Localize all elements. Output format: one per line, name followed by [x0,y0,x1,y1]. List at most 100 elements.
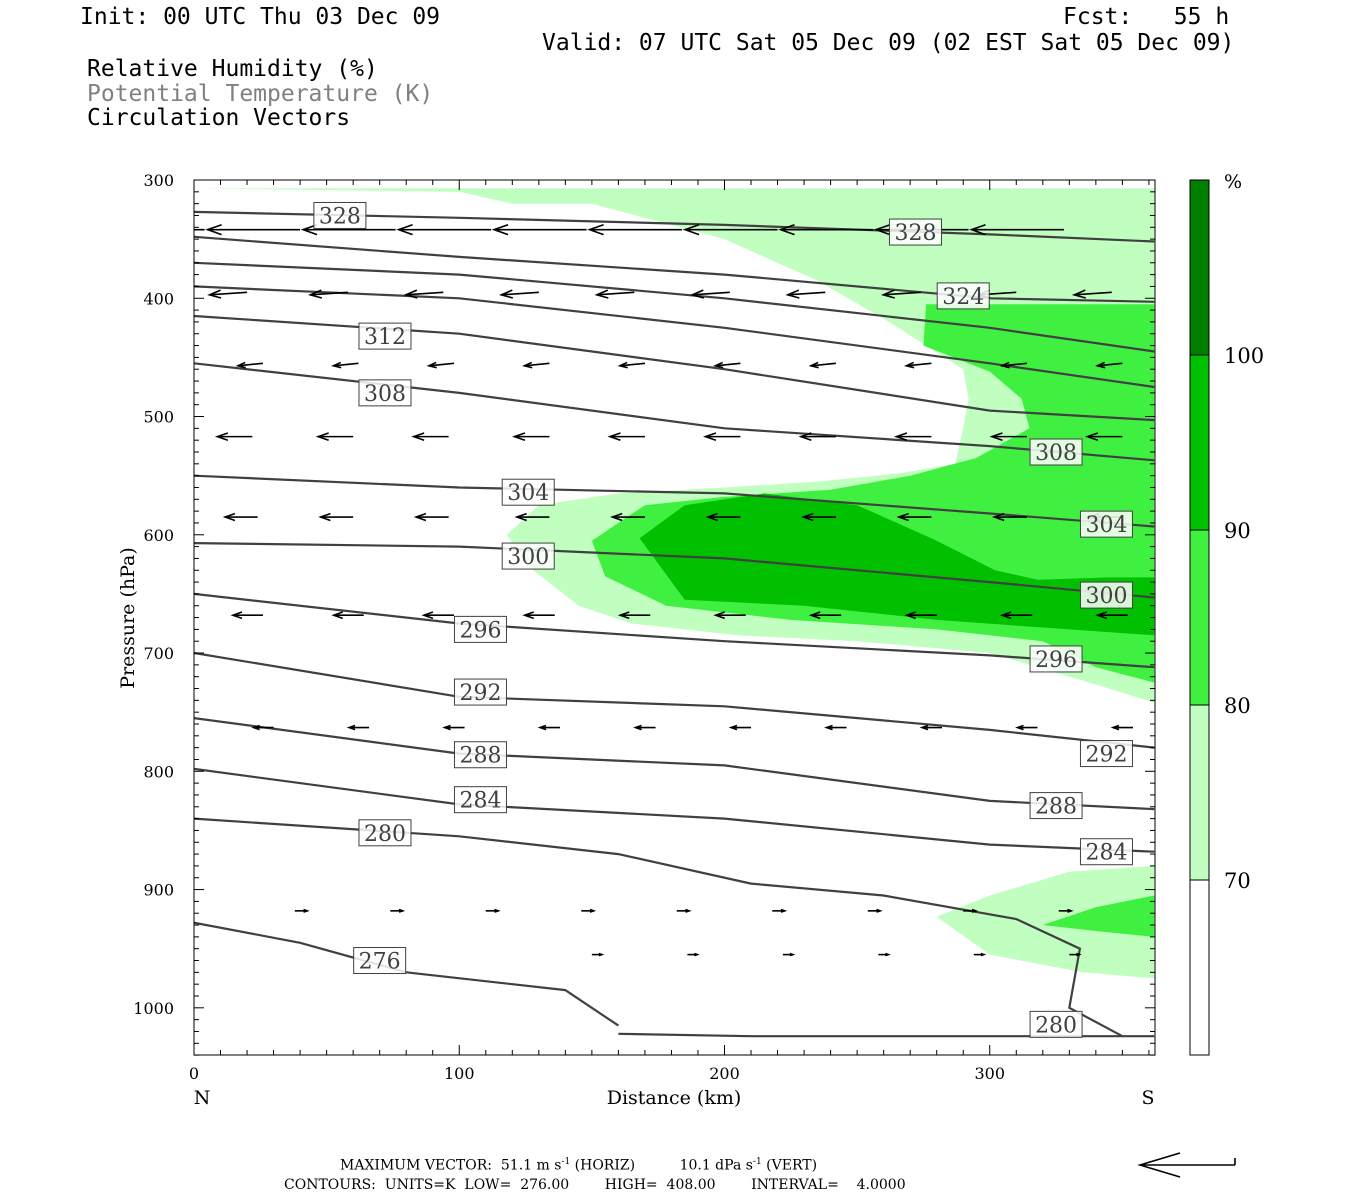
circulation-vector [893,432,932,442]
theta-contour-320 [194,261,1155,353]
contour-label-text: 292 [459,681,501,706]
circulation-vector [963,908,979,913]
y-axis-label: Pressure (hPa) [117,547,139,689]
circulation-vector [617,611,651,620]
colorbar-title: % [1224,171,1242,193]
circulation-vector [512,432,550,442]
circulation-vector [331,361,359,369]
colorbar-level-label: 80 [1224,694,1251,718]
reference-vector-arrow [1137,1152,1236,1178]
circulation-vector [824,724,847,731]
theta-contour-304 [194,474,1155,528]
circulation-vector [307,289,348,299]
circulation-vector-layer [194,224,1133,957]
x-tick-label: 300 [974,1064,1005,1083]
circulation-vector [1071,289,1112,299]
x-tick-label: 100 [444,1064,475,1083]
circulation-vector [713,611,746,620]
colorbar: 70 80 90 100 [1189,179,1264,1056]
circulation-vector [230,611,263,620]
contour-label: 284 [1079,838,1133,866]
contour-label-text: 284 [1085,841,1127,866]
contour-label-text: 296 [459,618,501,643]
rh-shading-layer [194,188,1155,979]
circulation-vector [782,952,796,957]
contour-label-text: 296 [1035,648,1077,673]
colorbar-swatch [1189,179,1210,356]
circulation-vector [896,512,932,522]
contour-label-text: 300 [1085,584,1127,609]
theta-contour-292 [194,651,1155,749]
circulation-vector [1095,611,1128,620]
contour-label-text: 304 [1085,513,1127,538]
circulation-vector [969,224,1065,236]
contour-label: 280 [358,819,412,847]
colorbar-swatch [1189,704,1210,881]
x-end-label-south: S [1141,1087,1154,1109]
init-time: Init: 00 UTC Thu 03 Dec 09 [80,4,441,30]
circulation-vector [331,611,364,620]
contour-label-text: 312 [364,325,406,350]
circulation-vector [919,724,943,731]
circulation-vector [1069,952,1082,957]
circulation-vector [617,361,646,369]
theta-contour-300 [194,542,1155,599]
circulation-vector [705,512,741,522]
circulation-vector [800,512,836,522]
circulation-vector [207,289,248,299]
contour-label-text: 328 [319,204,361,229]
field-label-theta: Potential Temperature (K) [87,81,434,107]
circulation-vector [772,908,788,913]
circulation-vector [1084,432,1123,442]
contour-label: 296 [453,615,507,643]
circulation-vector [728,724,752,731]
contour-label: 312 [358,322,412,350]
circulation-vector [1094,361,1123,369]
y-tick-label: 300 [143,171,174,190]
circulation-vector [315,432,354,442]
circulation-vector [413,512,449,522]
colorbar-swatch [1189,354,1210,531]
circulation-vector [999,361,1027,369]
circulation-vector [251,724,274,731]
circulation-vector [713,361,741,369]
contour-label: 292 [453,678,507,706]
contour-label-text: 304 [507,481,549,506]
contour-label-text: 308 [364,382,406,407]
contour-label: 284 [453,786,507,814]
circulation-vector [867,908,883,913]
contour-label: 308 [1029,438,1083,466]
contour-label: 288 [453,741,507,769]
circulation-vector [491,224,587,236]
circulation-vector [591,952,605,957]
contour-label: 328 [313,201,367,229]
circulation-vector [702,432,741,442]
circulation-vector [587,224,683,236]
contour-label-text: 284 [459,789,501,814]
circulation-vector [498,289,539,299]
circulation-vector [607,432,645,442]
contour-label-text: 280 [364,822,406,847]
circulation-vector [633,724,656,731]
x-axis-label: Distance (km) [607,1087,742,1109]
field-label-vectors: Circulation Vectors [87,105,351,131]
theta-contour-284 [194,767,1155,853]
circulation-vector [214,432,253,442]
contour-label: 288 [1029,792,1083,820]
contour-label-text: 288 [459,744,501,769]
circulation-vector [676,908,692,913]
y-tick-label: 900 [143,881,174,900]
colorbar-level-label: 70 [1224,869,1251,893]
circulation-vector [300,224,396,236]
contour-label: 276 [353,947,407,975]
circulation-vector [904,611,937,620]
contour-label: 328 [888,218,942,246]
contour-label: 308 [358,379,412,407]
circulation-vector [318,512,354,522]
contour-label-text: 324 [942,285,984,310]
circulation-vector [808,611,842,620]
circulation-vector [880,289,921,299]
y-tick-label: 700 [143,644,174,663]
contour-label: 280 [1029,1010,1083,1038]
